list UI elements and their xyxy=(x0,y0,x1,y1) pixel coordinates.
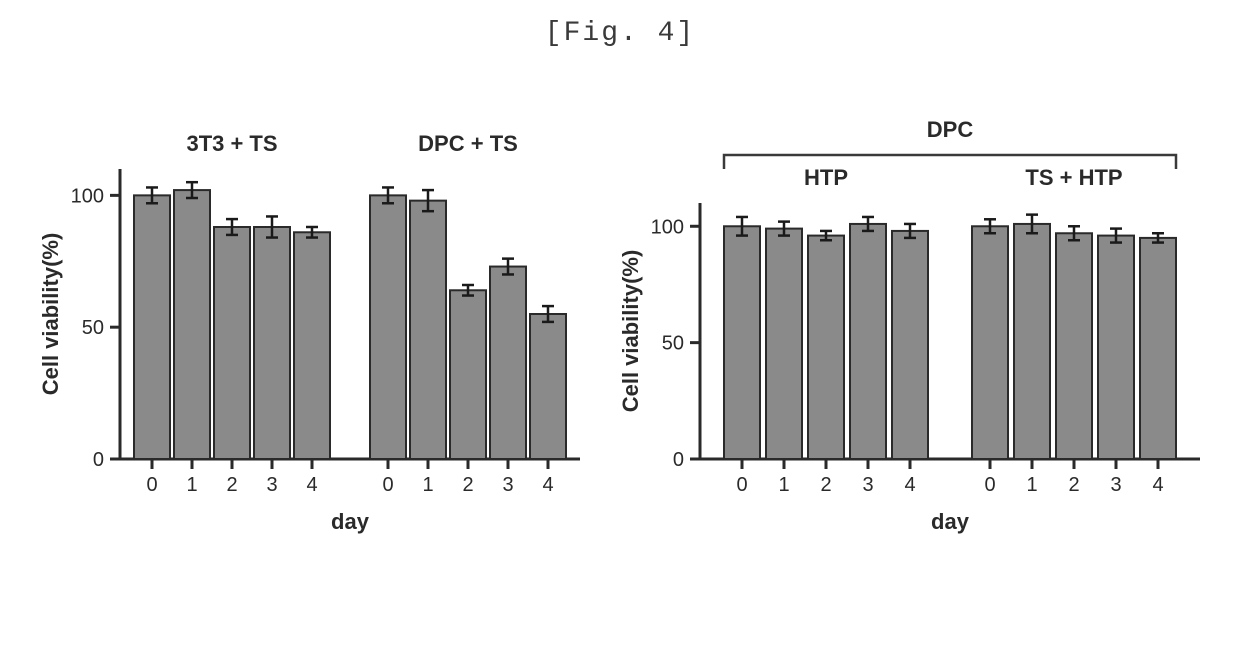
bar xyxy=(1098,236,1134,459)
group-title: HTP xyxy=(804,165,848,190)
panels-row: 050100Cell viability(%)012343T3 + TS0123… xyxy=(0,109,1240,569)
y-axis-label: Cell viability(%) xyxy=(38,233,63,396)
svg-text:1: 1 xyxy=(1026,474,1037,496)
group-title: 3T3 + TS xyxy=(186,131,277,156)
group-title: DPC + TS xyxy=(418,131,518,156)
svg-text:3: 3 xyxy=(502,474,513,496)
bar xyxy=(490,267,526,459)
svg-text:100: 100 xyxy=(651,216,684,238)
right-chart-svg: 0 50 100 Cell viability(%) 0 1 2 3 4 HTP 0 1 2 3 4 TS +… xyxy=(610,109,1210,569)
bar xyxy=(214,227,250,459)
svg-text:0: 0 xyxy=(984,474,995,496)
svg-text:1: 1 xyxy=(778,474,789,496)
bar xyxy=(134,195,170,459)
panel-left: 0 50 100 Cell viability(%) 0 1 2 3 4 3T3 + TS 0 1 2 3… xyxy=(30,109,590,569)
svg-text:2: 2 xyxy=(1068,474,1079,496)
svg-text:50: 50 xyxy=(662,333,684,355)
bar xyxy=(766,229,802,459)
bar xyxy=(1056,233,1092,459)
bar xyxy=(410,201,446,459)
bar xyxy=(1140,238,1176,459)
svg-text:2: 2 xyxy=(226,474,237,496)
x-axis-label: day xyxy=(931,509,970,534)
bar xyxy=(850,224,886,459)
bar xyxy=(892,231,928,459)
svg-text:1: 1 xyxy=(422,474,433,496)
panel-super-title: DPC xyxy=(927,117,974,142)
bar xyxy=(530,314,566,459)
bar xyxy=(450,290,486,459)
svg-text:100: 100 xyxy=(71,185,104,207)
bar xyxy=(808,236,844,459)
x-axis-label: day xyxy=(331,509,370,534)
svg-text:0: 0 xyxy=(673,449,684,471)
bar xyxy=(294,232,330,459)
bar xyxy=(972,226,1008,459)
svg-text:50: 50 xyxy=(82,317,104,339)
y-axis-label: Cell viability(%) xyxy=(618,250,643,413)
bar xyxy=(370,195,406,459)
svg-text:4: 4 xyxy=(904,474,915,496)
panel-right: 0 50 100 Cell viability(%) 0 1 2 3 4 HTP 0 1 2 3 4 TS +… xyxy=(610,109,1210,569)
svg-text:2: 2 xyxy=(820,474,831,496)
svg-text:1: 1 xyxy=(186,474,197,496)
svg-text:0: 0 xyxy=(93,449,104,471)
svg-text:0: 0 xyxy=(146,474,157,496)
svg-text:4: 4 xyxy=(1152,474,1163,496)
bar xyxy=(1014,224,1050,459)
left-chart-svg: 0 50 100 Cell viability(%) 0 1 2 3 4 3T3 + TS 0 1 2 3… xyxy=(30,109,590,569)
group-title: TS + HTP xyxy=(1025,165,1122,190)
bar xyxy=(724,226,760,459)
svg-text:0: 0 xyxy=(736,474,747,496)
figure-title: [Fig. 4] xyxy=(0,18,1240,49)
bar xyxy=(174,190,210,459)
svg-text:4: 4 xyxy=(306,474,317,496)
svg-text:3: 3 xyxy=(862,474,873,496)
svg-text:2: 2 xyxy=(462,474,473,496)
bar xyxy=(254,227,290,459)
svg-text:3: 3 xyxy=(1110,474,1121,496)
svg-text:3: 3 xyxy=(266,474,277,496)
svg-text:4: 4 xyxy=(542,474,553,496)
svg-text:0: 0 xyxy=(382,474,393,496)
